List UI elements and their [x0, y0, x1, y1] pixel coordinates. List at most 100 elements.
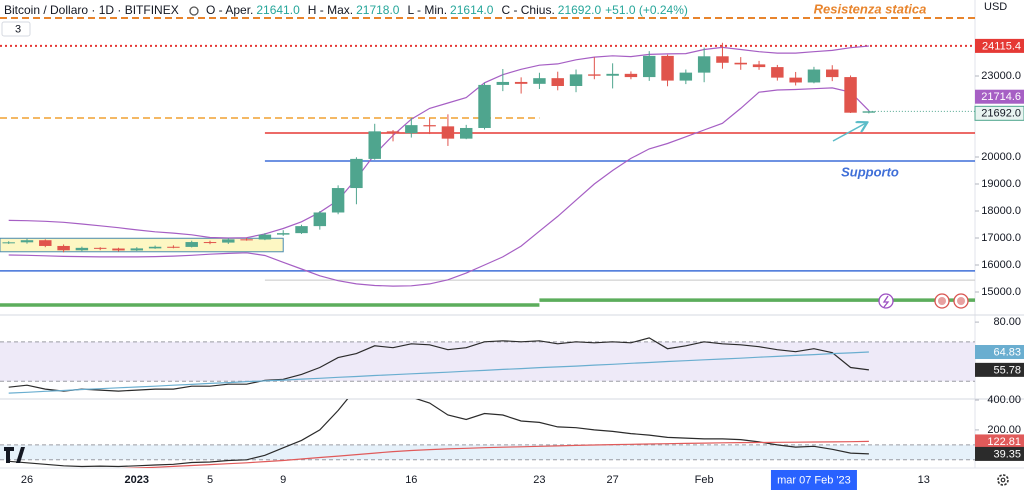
cursor-time-label: mar 07 Feb '23: [777, 474, 851, 486]
x-tick-label: 26: [21, 474, 33, 486]
indicator-badge: 64.83: [993, 346, 1021, 358]
y-tick-label: 200.00: [987, 424, 1021, 436]
candle-body: [588, 74, 601, 76]
candle-body: [75, 247, 89, 251]
candle-body: [57, 245, 70, 251]
y-tick-label: 80.00: [993, 316, 1021, 328]
last-price-badge-bg: [974, 105, 1024, 121]
candle-body: [295, 226, 308, 234]
band-line: [8, 45, 869, 239]
candle-body: [624, 73, 638, 78]
candle-body: [551, 78, 564, 86]
candle-body: [130, 248, 144, 251]
candle-body: [20, 240, 34, 243]
y-tick-label: 17000.0: [981, 232, 1021, 244]
candle-body: [697, 56, 711, 73]
candle-body: [222, 239, 235, 243]
indicator-band: [0, 341, 975, 382]
indicator-band: [0, 444, 975, 460]
candle-body: [93, 247, 107, 249]
indicator-line: [121, 440, 869, 468]
candle-body: [643, 55, 656, 78]
candle-body: [569, 74, 583, 86]
event-icon[interactable]: [878, 293, 894, 309]
ohlc-value: 21718.0: [356, 3, 400, 17]
candle-body: [533, 78, 546, 84]
indicator-badge-bg: [975, 434, 1024, 449]
y-tick-label: 18000.0: [981, 205, 1021, 217]
ohlc-value: 21641.0: [256, 3, 300, 17]
candle-body: [826, 69, 839, 78]
event-icon-bolt: [882, 295, 890, 308]
indicator-badge: 39.35: [993, 448, 1021, 460]
y-tick-label: 16000.0: [981, 259, 1021, 271]
indicator-line: [8, 399, 869, 468]
candle-body: [112, 248, 125, 251]
band-line: [8, 87, 870, 287]
candle-body: [313, 212, 327, 227]
y-tick-label: 400.00: [987, 394, 1021, 406]
candle-body: [258, 234, 272, 240]
y-tick-label: 20000.0: [981, 151, 1021, 163]
ohlc-label: O - Aper.: [206, 3, 253, 17]
ohlc-value: 21614.0: [450, 3, 494, 17]
candle-body: [386, 131, 400, 134]
candle-body: [789, 77, 802, 83]
candle-body: [606, 73, 619, 76]
x-tick-label: 13: [918, 474, 930, 486]
brand-logo[interactable]: [4, 447, 25, 463]
y-tick-label: 23000.0: [981, 70, 1021, 82]
candle-body: [2, 242, 15, 244]
currency-label: USD: [984, 1, 1007, 13]
news-flag-inner: [957, 297, 965, 305]
ohlc-label: H - Max.: [308, 3, 353, 17]
candle-body: [203, 242, 217, 244]
y-tick-label: 15000.0: [981, 286, 1021, 298]
candle-body: [496, 81, 510, 85]
news-flag-inner: [938, 297, 946, 305]
candle-body: [167, 246, 180, 248]
level-badge-bg: [975, 38, 1024, 53]
candle-body: [39, 240, 52, 246]
indicator-badge-bg: [975, 446, 1024, 461]
candle-body: [276, 233, 290, 235]
indicator-badge: 55.78: [993, 364, 1021, 376]
candle-body: [240, 239, 253, 241]
level-label: Supporto: [841, 164, 899, 179]
x-tick-label: 2023: [125, 474, 149, 486]
ohlc-legend: O - Aper. 21641.0 H - Max. 21718.0 L - Min. 2…: [206, 3, 688, 17]
candle-body: [331, 188, 345, 213]
level-label: Resistenza statica: [814, 1, 927, 16]
candle-body: [734, 62, 747, 65]
settings-icon-center: [1000, 477, 1006, 483]
price-zone: [0, 237, 284, 253]
x-tick-label: 9: [280, 474, 286, 486]
settings-icon[interactable]: [997, 474, 1009, 486]
pane-toggle[interactable]: [1, 21, 31, 37]
x-tick-label: 27: [607, 474, 619, 486]
pane-count: 3: [15, 23, 21, 35]
candle-body: [478, 84, 491, 128]
drawn-arrow: [832, 123, 866, 142]
candle-body: [423, 125, 436, 127]
ohlc-label: C - Chius.: [501, 3, 554, 17]
candle-body: [752, 64, 766, 68]
pane: [0, 17, 975, 307]
indicator-line: [8, 337, 869, 392]
indicator-badge: 122.81: [987, 436, 1021, 448]
candle-body: [514, 81, 528, 84]
indicator-badge-bg: [975, 345, 1024, 360]
symbol-title: Bitcoin / Dollaro · 1D · BITFINEX: [4, 3, 179, 17]
indicator-line: [8, 351, 869, 394]
last-price-badge: 21692.0: [981, 108, 1021, 120]
ohlc-label: L - Min.: [407, 3, 447, 17]
cursor-time-bg: [770, 470, 857, 490]
layers: [0, 17, 975, 468]
visibility-icon[interactable]: [189, 6, 199, 16]
candle-body: [716, 56, 729, 63]
x-tick-label: 16: [405, 474, 417, 486]
band-badge: 21714.6: [981, 91, 1021, 103]
price-change: +51.0 (+0.24%): [605, 3, 688, 17]
x-tick-label: 23: [533, 474, 545, 486]
